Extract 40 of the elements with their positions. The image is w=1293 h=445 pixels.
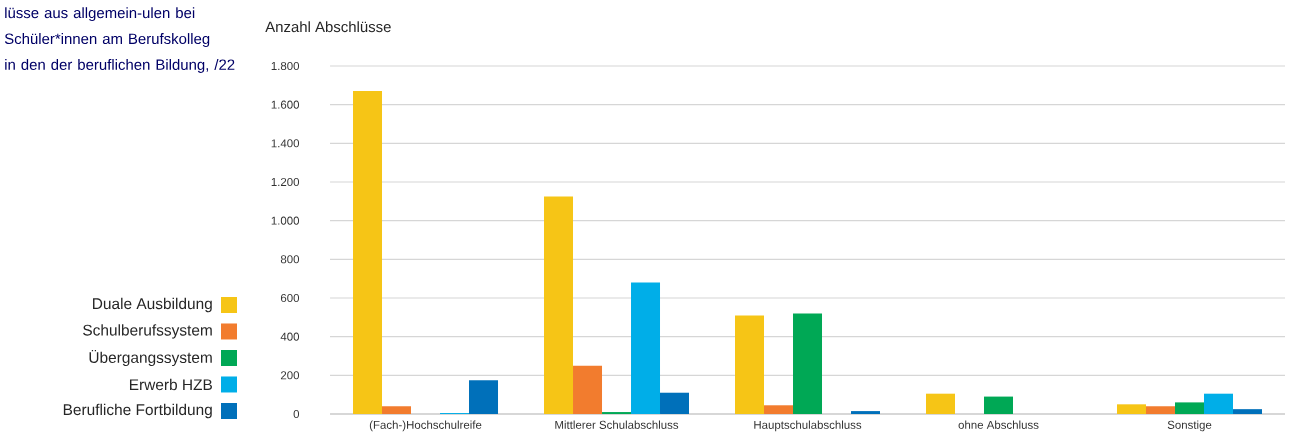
text: lüsse aus allgemein-ulen bei Schüler*innen am Berufskolleg in den der beruflichen Bildung, /22 xyxy=(4,7,235,73)
bar xyxy=(660,392,690,414)
y-tick-label: 600 xyxy=(280,293,300,303)
bar xyxy=(984,396,1014,414)
x-tick-label: Mittlerer Schulabschluss xyxy=(555,420,679,429)
bar xyxy=(573,365,603,414)
bar xyxy=(353,91,383,414)
bar xyxy=(1146,406,1176,414)
legend-label: Duale Ausbildung xyxy=(93,297,212,313)
bar xyxy=(1204,393,1234,414)
y-tick-label: 1.400 xyxy=(271,139,300,148)
bar xyxy=(382,406,412,414)
bar xyxy=(851,411,881,414)
bar xyxy=(1117,404,1147,414)
legend-label: Erwerb HZB xyxy=(129,378,212,391)
y-tick-label: 400 xyxy=(280,332,300,341)
bar xyxy=(631,282,661,414)
x-tick-label: Sonstige xyxy=(1167,420,1212,432)
y-tick-label: 1.800 xyxy=(271,61,300,71)
bar xyxy=(469,380,499,414)
bar xyxy=(735,315,765,414)
bar xyxy=(926,393,956,414)
x-tick-label: Hauptschulabschluss xyxy=(754,420,862,432)
legend-label: Übergangssystem xyxy=(89,349,212,367)
legend-label: Berufliche Fortbildung xyxy=(63,403,212,419)
y-tick-label: 1.000 xyxy=(271,216,300,225)
bar xyxy=(1175,402,1205,414)
bar xyxy=(544,196,574,414)
y-tick-label: 0 xyxy=(293,409,300,419)
bar xyxy=(793,313,823,414)
y-tick-label: 800 xyxy=(280,255,300,264)
bar xyxy=(1233,409,1263,414)
y-axis-title: Anzahl Abschlüsse xyxy=(265,21,391,33)
y-tick-label: 1.200 xyxy=(271,177,300,187)
x-tick-label: ohne Abschluss xyxy=(958,420,1039,429)
x-tick-label: (Fach-)Hochschulreife xyxy=(369,420,482,432)
bar xyxy=(764,405,794,414)
y-tick-label: 200 xyxy=(280,371,300,380)
legend-label: Schulberufssystem xyxy=(83,324,212,339)
y-tick-label: 1.600 xyxy=(271,100,300,109)
